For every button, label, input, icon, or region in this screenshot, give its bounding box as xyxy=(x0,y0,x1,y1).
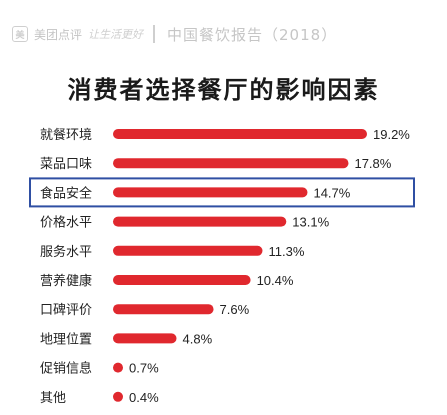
header-divider xyxy=(153,25,156,43)
category-label: 地理位置 xyxy=(40,332,92,347)
value-label: 11.3% xyxy=(268,244,304,259)
bar xyxy=(113,362,123,373)
category-label: 就餐环境 xyxy=(40,127,92,143)
highlight-box xyxy=(29,177,415,208)
bar xyxy=(113,129,367,139)
category-label: 价格水平 xyxy=(40,215,92,231)
brand-slogan: 让生活更好 xyxy=(88,28,144,41)
value-label: 7.6% xyxy=(220,302,250,317)
value-label: 0.4% xyxy=(129,390,159,405)
category-label: 营养健康 xyxy=(40,273,92,289)
category-label: 服务水平 xyxy=(40,244,92,260)
category-label: 菜品口味 xyxy=(40,157,92,172)
bar xyxy=(113,187,308,198)
bar xyxy=(113,216,287,227)
bar xyxy=(113,391,123,402)
value-label: 14.7% xyxy=(313,185,350,200)
chart-title: 消费者选择餐厅的影响因素 xyxy=(67,76,380,104)
brand-logo-icon: 美 xyxy=(12,26,28,42)
value-label: 4.8% xyxy=(183,331,213,346)
category-label: 其他 xyxy=(40,391,66,406)
value-label: 17.8% xyxy=(354,156,391,171)
value-label: 13.1% xyxy=(292,215,329,230)
brand-name: 美团点评 xyxy=(34,27,83,42)
bar xyxy=(113,304,214,315)
report-header: 美 美团点评 让生活更好 中国餐饮报告（2018） xyxy=(12,22,337,46)
bar xyxy=(113,275,251,285)
bar xyxy=(113,245,263,256)
category-label: 食品安全 xyxy=(40,185,92,201)
value-label: 10.4% xyxy=(257,273,294,288)
bar xyxy=(113,158,349,169)
bar xyxy=(113,333,177,344)
category-label: 口碑评价 xyxy=(40,302,92,318)
report-title: 中国餐饮报告（2018） xyxy=(167,25,338,44)
category-label: 促销信息 xyxy=(40,361,92,377)
value-label: 19.2% xyxy=(373,127,410,142)
value-label: 0.7% xyxy=(129,361,159,376)
